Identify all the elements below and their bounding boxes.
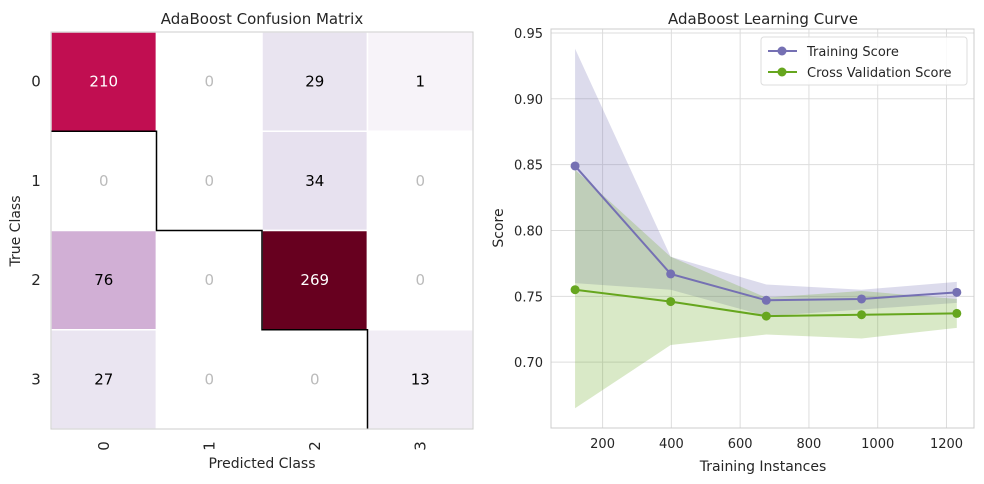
learning-curve-bands [575,48,957,409]
confusion-matrix-panel: AdaBoost Confusion Matrix 210 0 29 10 0 34 076… [8,10,474,472]
matrix-cell-value: 0 [310,370,320,388]
matrix-cell-value: 269 [300,271,329,289]
x-tick-label: 1000 [861,437,894,452]
learning-curve-frame [550,28,975,429]
confidence-band [575,48,957,317]
legend-box [760,36,968,86]
learning-curve-panel: AdaBoost Learning Curve 200 400 600 800 1000… [491,10,975,475]
series-point [857,294,867,304]
matrix-cell-value: 27 [94,370,113,388]
diagonal-outline-path [51,130,369,429]
y-tick-label: 2 [31,271,41,289]
x-tick-label: 800 [797,437,822,452]
y-tick-label: 0.80 [514,224,543,239]
matrix-cell-value: 76 [94,271,113,289]
learning-curve-lines [570,161,962,321]
diagonal-outline [51,130,369,429]
matrix-cell-value: 34 [305,172,324,190]
x-tick-label: 2 [306,441,324,451]
matrix-cell [366,329,474,430]
learning-curve-y-axis-label: Score [491,208,507,247]
y-tick-label: 0.95 [514,27,543,42]
y-tick-label: 0.85 [514,159,543,174]
legend-training-marker [777,46,787,56]
matrix-cell-value: 210 [89,73,118,91]
y-tick-label: 1 [31,172,41,190]
matrix-cell [50,31,158,132]
x-tick-label: 1200 [930,437,963,452]
matrix-cell-value: 13 [411,370,430,388]
matrix-cell [50,329,158,430]
x-tick-label: 600 [728,437,753,452]
matrix-cell-value: 29 [305,73,324,91]
learning-curve-tick-labels: 200 400 600 800 1000 1200 0.70 0.75 0.80 0.85 0.90… [514,27,963,452]
matrix-cell-value: 1 [415,73,425,91]
x-tick-label: 400 [659,437,684,452]
series-point [952,308,962,318]
confusion-matrix-cells: 210 0 29 1 0 0 34 0 76 0 269 0 27 0 0 13 [50,31,474,430]
series-point [761,295,771,305]
matrix-cell [155,229,263,331]
confusion-matrix-frame [50,31,474,430]
confusion-matrix-title: AdaBoost Confusion Matrix [161,10,364,28]
matrix-cell-value: 0 [204,172,214,190]
learning-curve-title: AdaBoost Learning Curve [668,10,858,28]
matrix-cell-value: 0 [204,370,214,388]
series-point [570,285,580,295]
confusion-matrix-tick-labels: 0 1 2 3 0 1 2 3 [31,73,429,451]
y-tick-label: 0.90 [514,93,543,108]
matrix-cell [155,329,263,430]
matrix-cell [261,130,369,232]
legend-cv-label: Cross Validation Score [807,66,952,81]
legend-cv-marker [777,67,787,77]
series-point [666,269,676,279]
x-tick-label: 3 [411,441,429,451]
matrix-cell-value: 0 [415,172,425,190]
x-tick-label: 200 [590,437,615,452]
x-tick-label: 0 [95,441,113,451]
y-tick-label: 0.75 [514,290,543,305]
x-tick-label: 1 [200,441,218,451]
series-point [761,311,771,321]
matrix-cell [261,31,369,132]
confusion-matrix-x-axis-label: Predicted Class [208,456,315,472]
matrix-cell-value: 0 [204,271,214,289]
matrix-cell-value: 0 [204,73,214,91]
legend-training-label: Training Score [806,45,899,60]
matrix-cell-value: 0 [415,271,425,289]
y-tick-label: 3 [31,370,41,388]
series-point [857,310,867,320]
matrix-cell [366,229,474,331]
confusion-matrix-y-axis-label: True Class [8,195,24,267]
matrix-cell-value: 0 [99,172,109,190]
series-point [666,297,676,307]
series-point [570,161,580,171]
learning-curve-x-axis-label: Training Instances [699,459,827,475]
confidence-band [575,169,957,409]
y-tick-label: 0.70 [514,356,543,371]
y-tick-label: 0 [31,73,41,91]
series-point [952,287,962,297]
learning-curve-legend: Training Score Cross Validation Score [760,36,968,86]
